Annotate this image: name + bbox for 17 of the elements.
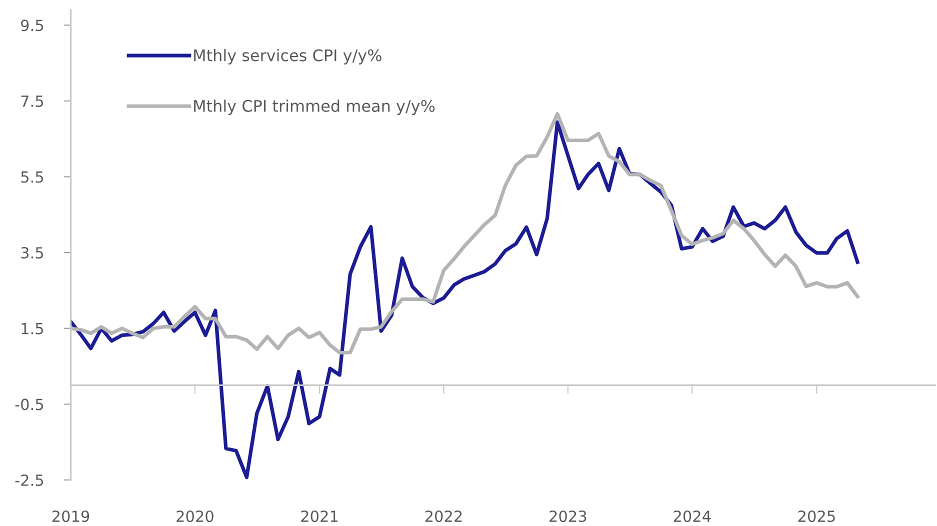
line-series [70,120,860,480]
x-tick-label: 2024 [674,510,711,522]
y-tick-label: -2.5 [15,474,44,486]
y-tick-label: 3.5 [21,247,44,259]
y-tick-label: -0.5 [15,398,44,410]
y-tick-label: 5.5 [21,171,44,183]
x-tick-label: 2023 [550,510,586,522]
x-tick-label: 2019 [52,510,90,522]
x-tick-label: 2020 [176,510,214,522]
legend-label: Mthly CPI trimmed mean y/y% [194,100,435,116]
y-tick-label: 1.5 [22,323,44,334]
x-tick-label: 2025 [798,510,835,522]
y-tick-label: 7.5 [21,96,44,107]
legend-label: Mthly services CPI y/y% [194,48,382,64]
y-tick-label: 9.5 [21,20,44,32]
x-tick-label: 2021 [301,510,338,522]
x-tick-label: 2022 [425,510,462,522]
